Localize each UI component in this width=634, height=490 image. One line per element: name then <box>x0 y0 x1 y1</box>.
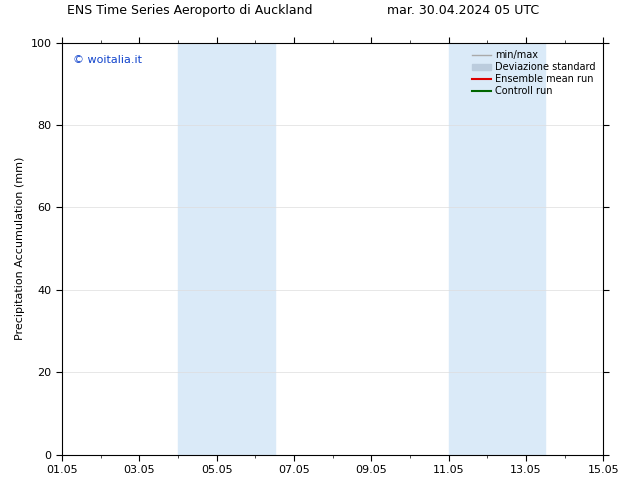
Bar <box>178 43 275 455</box>
Text: © woitalia.it: © woitalia.it <box>73 55 142 65</box>
Legend: min/max, Deviazione standard, Ensemble mean run, Controll run: min/max, Deviazione standard, Ensemble m… <box>469 48 598 99</box>
Bar <box>448 43 545 455</box>
Text: ENS Time Series Aeroporto di Auckland: ENS Time Series Aeroporto di Auckland <box>67 4 313 17</box>
Y-axis label: Precipitation Accumulation (mm): Precipitation Accumulation (mm) <box>15 157 25 340</box>
Text: mar. 30.04.2024 05 UTC: mar. 30.04.2024 05 UTC <box>387 4 539 17</box>
